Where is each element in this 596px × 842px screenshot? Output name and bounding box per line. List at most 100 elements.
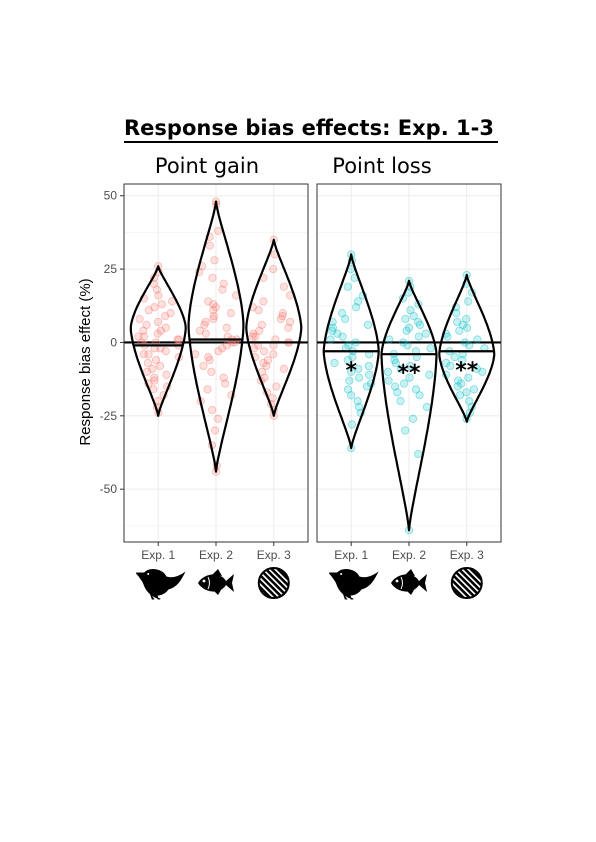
data-point-gain (278, 311, 287, 321)
data-point-gain (143, 358, 152, 368)
data-point-loss (403, 341, 412, 350)
data-point-gain (263, 355, 272, 365)
data-point-loss (364, 361, 373, 371)
violin-outline (129, 265, 187, 417)
data-point-loss (352, 303, 361, 312)
data-point-gain (226, 309, 235, 318)
data-point-loss (363, 320, 373, 329)
significance-marker: ** (397, 361, 421, 386)
data-point-loss (330, 358, 339, 368)
data-point-loss (365, 370, 374, 379)
data-point-gain (142, 367, 152, 376)
data-point-gain (279, 282, 289, 291)
data-point-gain (209, 311, 218, 321)
data-point-loss (408, 414, 418, 423)
data-point-loss (404, 323, 414, 332)
fish-icon (391, 569, 427, 595)
fish-fins (212, 569, 222, 595)
violin-outline (322, 253, 380, 450)
data-point-loss (326, 335, 335, 344)
data-point-loss (405, 373, 414, 382)
data-point-loss (453, 317, 462, 327)
y-tick-label: 50 (104, 189, 118, 203)
data-point-loss (338, 309, 347, 318)
data-point-gain (139, 332, 149, 341)
chart-title: Response bias effects: Exp. 1-3 (124, 116, 494, 140)
data-point-loss (473, 335, 482, 344)
data-point-gain (222, 341, 231, 350)
data-point-loss (354, 402, 364, 412)
data-point-loss (396, 397, 405, 406)
violin-outline (187, 200, 245, 473)
striped-circle-icon (450, 567, 483, 599)
data-point-gain (144, 350, 153, 359)
data-point-loss (401, 426, 410, 435)
data-point-gain (139, 350, 148, 359)
data-point-gain (155, 361, 165, 371)
data-point-loss (402, 326, 411, 335)
fish-eye (202, 579, 206, 583)
data-point-gain (219, 279, 228, 288)
data-point-loss (396, 364, 405, 373)
data-point-gain (151, 355, 161, 365)
violin-outline (380, 279, 438, 532)
data-point-loss (462, 388, 471, 397)
data-point-loss (328, 326, 337, 335)
data-point-loss (354, 364, 363, 373)
data-point-gain (135, 314, 144, 324)
data-point-loss (385, 335, 394, 344)
data-point-loss (443, 332, 452, 341)
data-point-gain (204, 297, 213, 306)
data-point-loss (353, 397, 362, 406)
data-point-loss (478, 367, 487, 376)
data-point-gain (208, 405, 217, 415)
data-point-gain (218, 285, 227, 294)
data-point-gain (153, 329, 162, 338)
data-point-gain (154, 317, 163, 327)
data-point-gain (209, 314, 218, 324)
stripe (258, 568, 283, 598)
data-point-gain (210, 256, 219, 265)
data-point-gain (255, 326, 264, 335)
data-point-gain (150, 303, 159, 312)
bird-icon (328, 569, 379, 600)
x-tick-label: Exp. 1 (334, 548, 368, 562)
stripe (457, 568, 482, 598)
data-point-loss (450, 353, 459, 362)
data-point-gain (248, 332, 257, 341)
y-axis-label: Response bias effect (%) (77, 278, 94, 445)
data-point-loss (347, 367, 356, 376)
data-point-loss (414, 332, 423, 341)
data-point-gain (285, 317, 295, 327)
data-point-gain (214, 347, 223, 356)
stripe (276, 568, 289, 598)
data-point-gain (269, 264, 278, 274)
bird-beak (331, 573, 338, 576)
data-point-gain (259, 297, 268, 306)
data-point-loss (442, 358, 451, 368)
data-point-gain (201, 329, 210, 338)
data-point-gain (139, 326, 148, 335)
data-point-loss (347, 391, 356, 400)
data-point-loss (344, 341, 353, 350)
data-point-loss (464, 297, 473, 306)
data-point-gain (200, 320, 209, 329)
data-point-loss (463, 323, 472, 332)
data-point-loss (422, 402, 432, 412)
significance-marker: * (345, 358, 357, 383)
data-point-loss (345, 376, 354, 385)
data-point-gain (272, 382, 281, 391)
data-point-loss (453, 376, 463, 385)
fish-body (198, 574, 234, 592)
data-point-loss (453, 382, 462, 391)
significance-marker: ** (455, 358, 479, 383)
data-point-loss (391, 358, 400, 368)
data-point-gain (161, 347, 170, 356)
y-tick-label: -25 (100, 409, 118, 423)
stripe (451, 568, 464, 598)
data-point-gain (221, 379, 230, 388)
data-point-loss (338, 332, 347, 341)
data-point-loss (409, 311, 418, 321)
data-point-gain (259, 347, 269, 356)
bird-body (328, 569, 379, 600)
